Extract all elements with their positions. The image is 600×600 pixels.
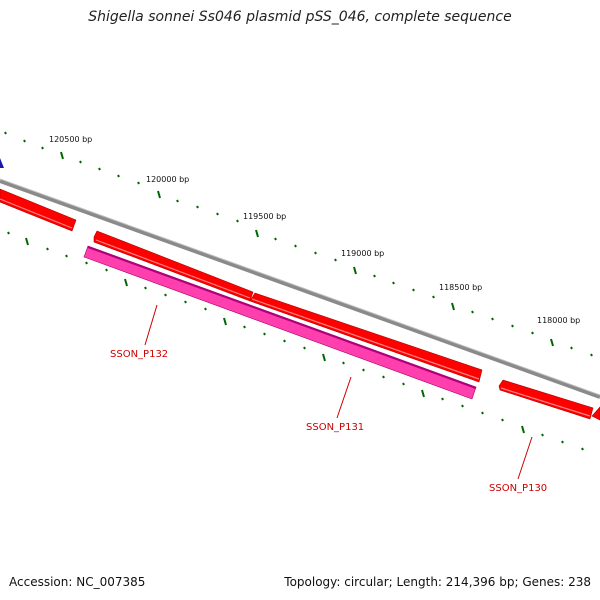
summary-text: Topology: circular; Length: 214,396 bp; … (284, 575, 591, 589)
gene-arrow (249, 292, 483, 383)
tick-label: 118500 bp (439, 283, 482, 292)
label-leader (144, 304, 158, 346)
tick-label: 119500 bp (243, 212, 286, 221)
gene-arrow (0, 188, 77, 232)
tick-label: 118000 bp (537, 316, 580, 325)
map-title: Shigella sonnei Ss046 plasmid pSS_046, c… (88, 9, 512, 25)
tick-label: 120500 bp (49, 135, 92, 144)
gene-arrow (93, 230, 254, 302)
gene-label: SSON_P130 (489, 483, 547, 494)
tick-label: 120000 bp (146, 175, 189, 184)
blue-marker (0, 158, 4, 168)
label-leader (517, 436, 533, 480)
outer-tick-track (4, 131, 593, 357)
gene-label: SSON_P131 (306, 422, 364, 433)
gene-arrow (591, 406, 600, 421)
label-leader (336, 376, 352, 419)
gene-arrow (498, 379, 594, 420)
gene-highlights (0, 198, 591, 417)
gene-arrow-pink (83, 245, 477, 400)
backbone-highlight (0, 178, 600, 396)
accession-text: Accession: NC_007385 (9, 575, 146, 589)
gene-pink-shadow (87, 246, 477, 389)
gene-label: SSON_P132 (110, 349, 168, 360)
tick-label: 119000 bp (341, 249, 384, 258)
backbone-line (0, 179, 600, 399)
inner-tick-track (7, 231, 584, 451)
